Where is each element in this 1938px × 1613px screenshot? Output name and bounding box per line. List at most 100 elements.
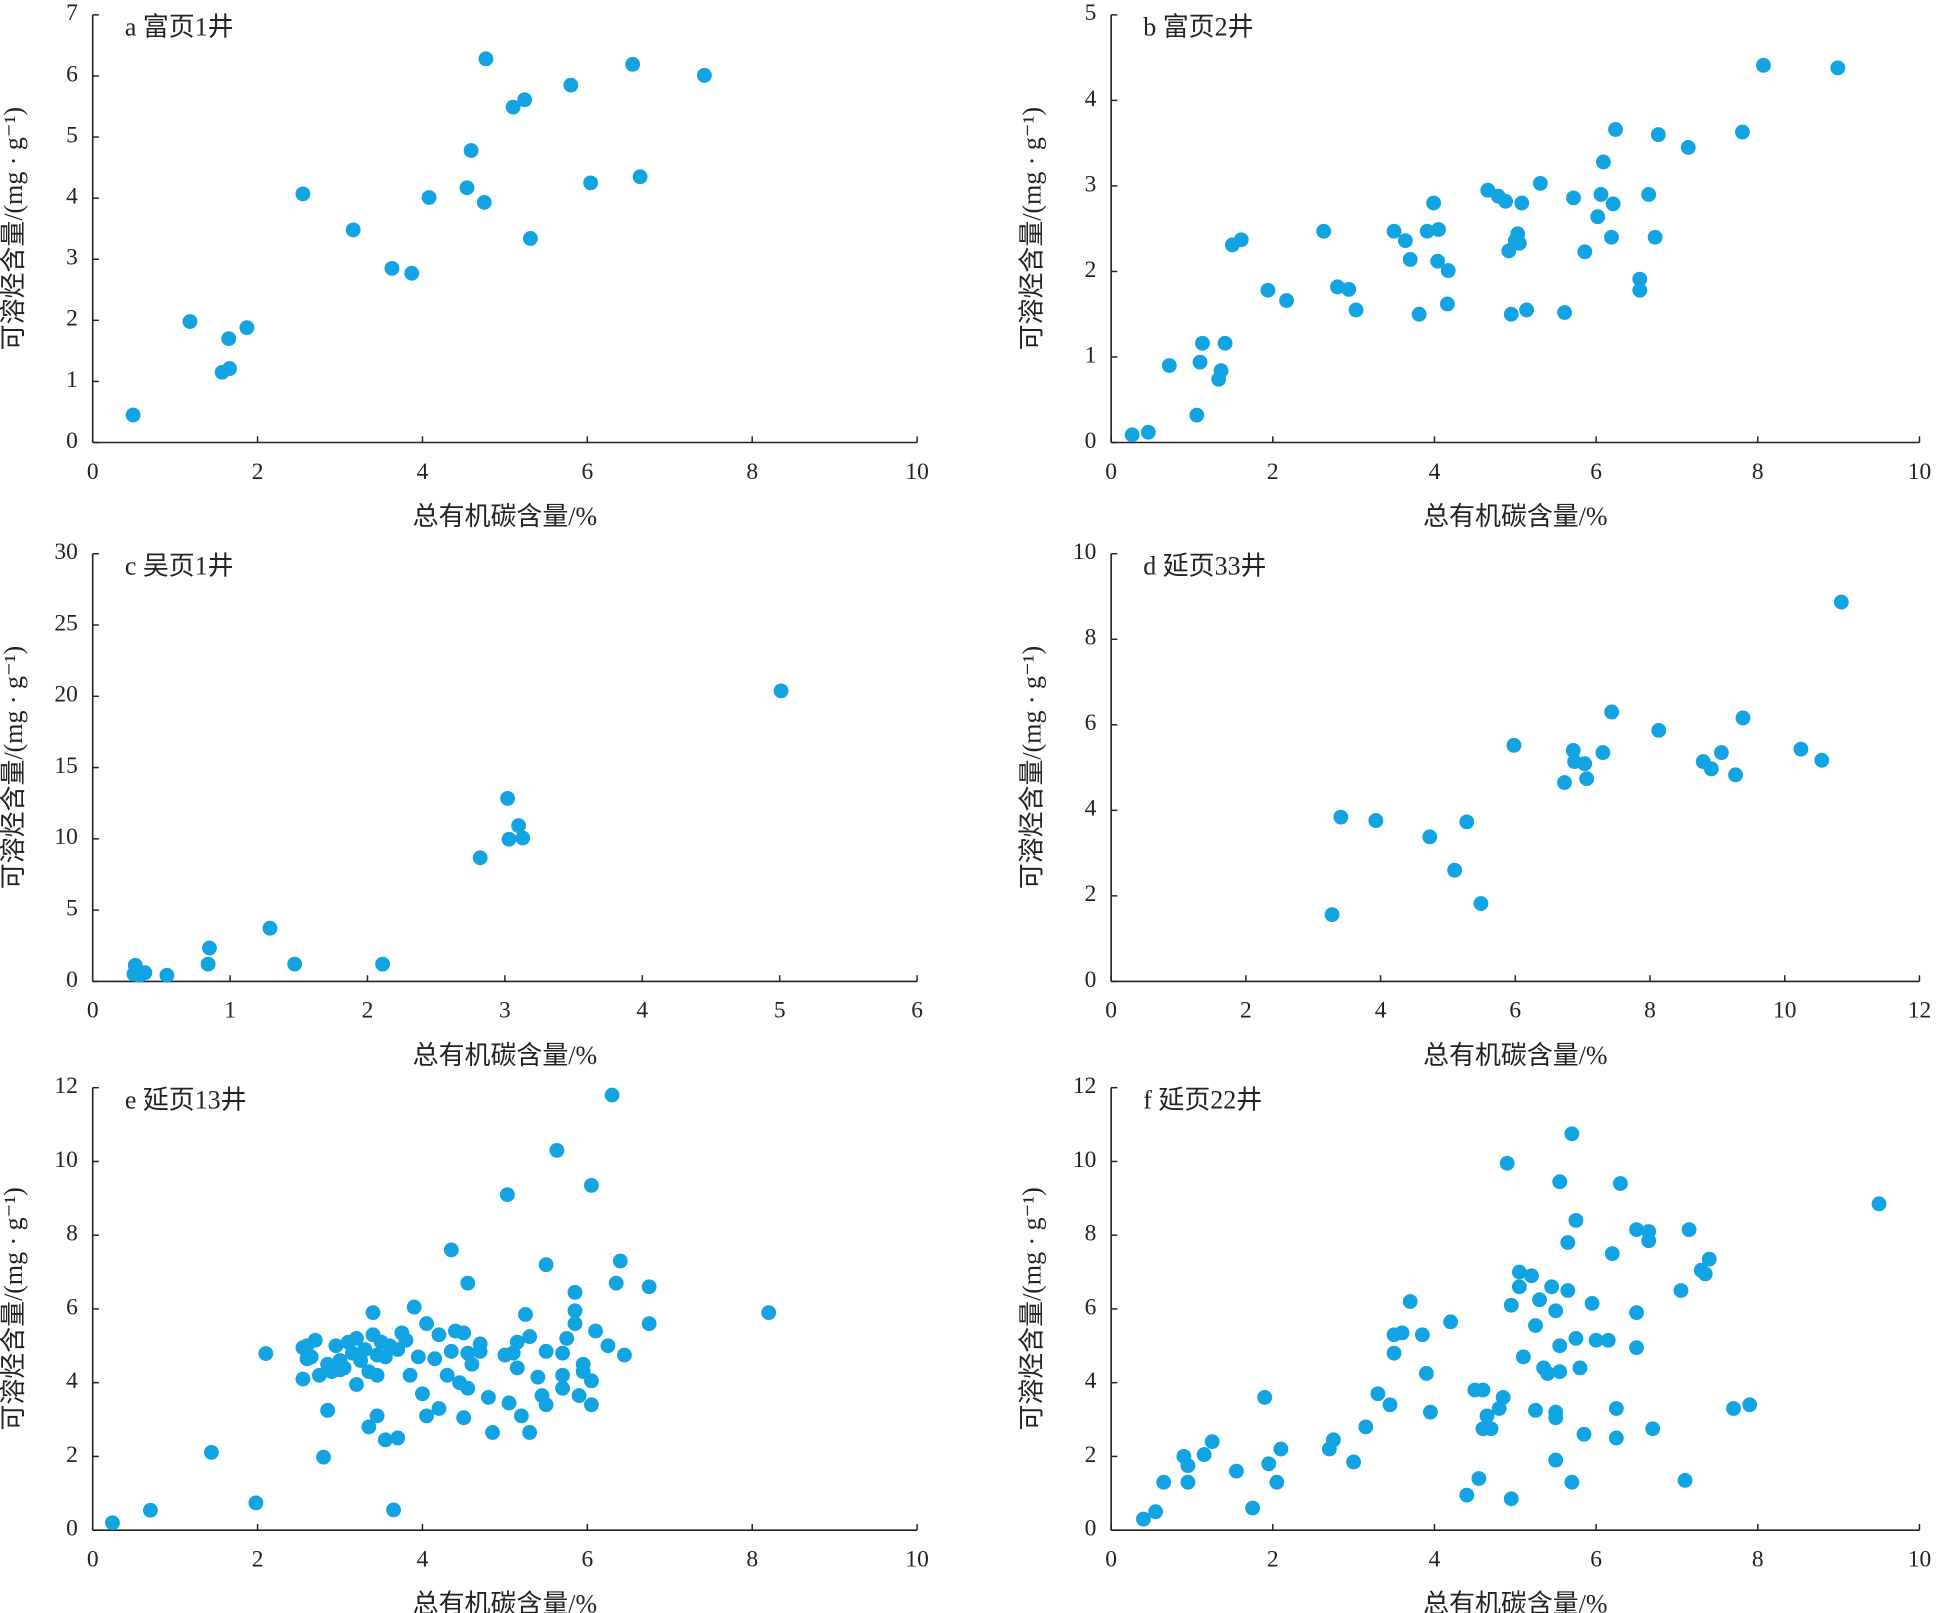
- data-point: [1528, 1402, 1543, 1418]
- data-point: [320, 1402, 336, 1418]
- x-tick-label: 1: [224, 998, 236, 1024]
- data-point: [1217, 335, 1233, 351]
- data-point: [316, 1449, 331, 1465]
- data-point: [1341, 281, 1357, 297]
- data-point: [464, 1356, 480, 1372]
- data-point: [600, 1338, 616, 1354]
- data-point: [203, 1444, 219, 1460]
- y-tick-label: 4: [1085, 1368, 1097, 1394]
- x-tick-label: 4: [1429, 459, 1441, 485]
- data-point: [696, 67, 712, 83]
- x-tick-label: 2: [1267, 1546, 1279, 1572]
- x-tick-label: 12: [1908, 998, 1931, 1024]
- data-point: [1511, 1279, 1527, 1295]
- data-point: [410, 1349, 426, 1365]
- data-point: [1260, 282, 1276, 298]
- data-point: [1426, 195, 1442, 211]
- y-tick-label: 0: [66, 428, 78, 454]
- data-point: [472, 850, 488, 866]
- x-tick-label: 2: [1267, 459, 1279, 485]
- data-point: [1742, 1397, 1758, 1413]
- data-point: [485, 1425, 500, 1440]
- data-point: [1459, 814, 1475, 830]
- data-point: [105, 1515, 120, 1531]
- data-point: [1576, 1426, 1592, 1442]
- data-point: [567, 1284, 583, 1300]
- data-point: [563, 77, 579, 93]
- data-point: [439, 1367, 455, 1383]
- data-point: [1124, 427, 1140, 443]
- data-point: [384, 260, 400, 276]
- data-point: [1703, 761, 1719, 777]
- data-point: [1552, 1338, 1568, 1354]
- data-point: [1701, 1251, 1717, 1267]
- data-point: [761, 1305, 777, 1321]
- data-point: [369, 1347, 385, 1363]
- data-point: [459, 180, 475, 196]
- data-point: [1588, 1332, 1604, 1348]
- x-tick-label: 3: [499, 998, 511, 1024]
- data-point: [1629, 1340, 1644, 1356]
- data-point: [361, 1419, 377, 1435]
- data-point: [1641, 1233, 1657, 1249]
- y-tick-label: 4: [1085, 796, 1097, 822]
- data-point: [328, 1338, 344, 1354]
- data-point: [1419, 223, 1435, 239]
- data-point: [1402, 252, 1418, 267]
- data-point: [1394, 1325, 1410, 1341]
- data-point: [1557, 775, 1572, 790]
- data-point: [1233, 232, 1249, 248]
- data-point: [480, 1390, 496, 1405]
- data-point: [1632, 282, 1648, 298]
- data-point: [1414, 1327, 1430, 1343]
- x-tick-label: 2: [252, 1546, 264, 1572]
- data-point: [1830, 60, 1846, 76]
- data-point: [1333, 809, 1349, 825]
- y-axis-label: 可溶烃含量/(mg · g⁻¹): [0, 107, 28, 350]
- data-point: [1514, 195, 1530, 211]
- data-point: [307, 1332, 323, 1348]
- data-point: [1568, 1331, 1584, 1346]
- data-point: [1324, 907, 1340, 923]
- data-point: [1590, 209, 1606, 225]
- data-point: [1650, 127, 1666, 143]
- data-point: [431, 1327, 447, 1343]
- data-point: [1473, 896, 1489, 911]
- data-point: [1677, 1472, 1693, 1488]
- y-tick-label: 8: [66, 1221, 78, 1247]
- data-point: [419, 1408, 434, 1424]
- data-point: [443, 1242, 459, 1258]
- y-tick-label: 8: [1085, 1221, 1097, 1247]
- data-point: [142, 1502, 158, 1518]
- x-tick-label: 0: [1105, 459, 1117, 485]
- data-point: [1697, 1266, 1713, 1282]
- data-point: [460, 1380, 476, 1396]
- x-tick-label: 6: [581, 1546, 593, 1572]
- data-point: [612, 1253, 628, 1269]
- data-point: [583, 175, 599, 191]
- data-point: [604, 1087, 620, 1103]
- data-point: [641, 1279, 657, 1295]
- data-point: [1431, 222, 1446, 237]
- y-tick-label: 15: [54, 753, 77, 779]
- panel-title: b 富页2井: [1143, 13, 1253, 42]
- data-point: [402, 1367, 418, 1383]
- x-axis-label: 总有机碳含量/%: [413, 1041, 597, 1070]
- data-point: [1471, 1471, 1487, 1486]
- data-point: [501, 831, 517, 847]
- data-point: [349, 1377, 364, 1392]
- data-point: [460, 1275, 476, 1291]
- x-tick-label: 10: [1773, 998, 1796, 1024]
- data-point: [1386, 223, 1402, 239]
- data-point: [311, 1367, 327, 1383]
- data-point: [1180, 1474, 1196, 1490]
- data-point: [1213, 363, 1229, 379]
- data-point: [375, 956, 391, 972]
- x-tick-label: 10: [905, 459, 928, 485]
- y-tick-label: 4: [66, 184, 78, 210]
- data-point: [518, 1307, 533, 1322]
- data-point: [584, 1177, 599, 1193]
- y-axis-label: 可溶烃含量/(mg · g⁻¹): [1017, 1187, 1046, 1430]
- data-point: [538, 1343, 554, 1359]
- data-point: [1728, 767, 1743, 783]
